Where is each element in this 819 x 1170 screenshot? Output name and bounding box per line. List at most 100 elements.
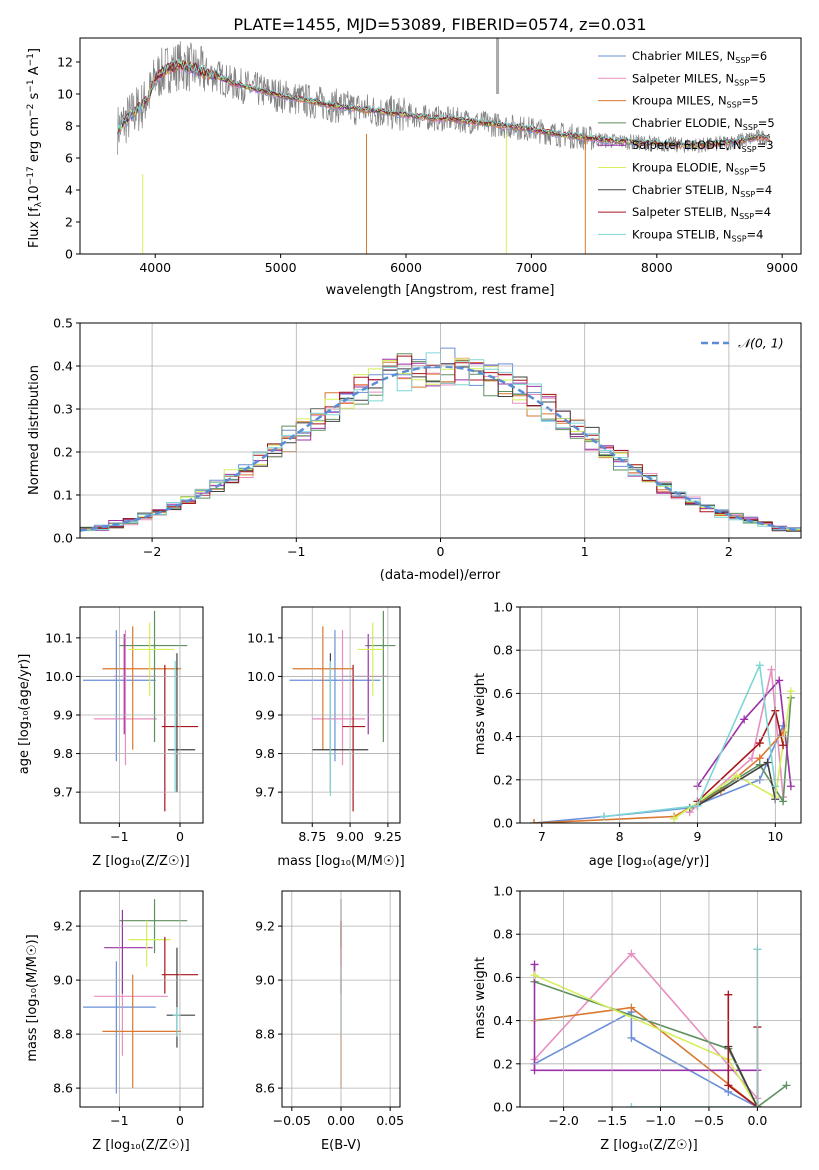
- residuals-ylabel: Normed distribution: [27, 365, 42, 495]
- errorbar-point: [93, 953, 168, 1056]
- spectrum-legend: Chabrier MILES, NSSP=6 Salpeter MILES, NS…: [598, 49, 775, 243]
- errorbar-point: [104, 909, 153, 994]
- legend-entry: Salpeter ELODIE, NSSP=3: [632, 138, 774, 154]
- weight-series-line: [533, 952, 759, 1107]
- errorbar-point: [102, 974, 182, 1089]
- errorbar-point: [102, 626, 182, 750]
- residuals-xtick-label: −2: [143, 544, 161, 559]
- weight-marker: [786, 687, 795, 696]
- weight_age-panel: 7 8 9 10 0.0 0.2 0.4 0.6 0.8 1.0: [493, 600, 802, 844]
- weight-marker: [627, 1003, 636, 1012]
- age_mass-xtick-label: 8.75: [298, 829, 326, 844]
- weight_age-xtick-label: 7: [538, 829, 546, 844]
- weight_age-ytick-label: 0.6: [493, 686, 513, 701]
- mass_ebv-ytick-label: 8.8: [255, 1027, 275, 1042]
- age_mass-ytick-label: 9.7: [255, 785, 275, 800]
- residuals-ytick-label: 0.2: [53, 445, 73, 460]
- residuals-xtick-label: 2: [725, 544, 733, 559]
- weight-marker: [530, 971, 539, 980]
- legend-entry: Salpeter MILES, NSSP=5: [632, 71, 766, 87]
- spectrum-ytick-label: 2: [65, 215, 73, 230]
- weight-marker: [763, 758, 772, 767]
- weight-marker: [779, 741, 788, 750]
- mass-z-ylabel: mass [log₁₀(M/M☉)]: [25, 934, 40, 1061]
- mass_z-ytick-label: 9.0: [53, 973, 73, 988]
- errorbar-point: [128, 622, 174, 696]
- weight_z-xtick-label: −2.0: [548, 1113, 578, 1128]
- weight-marker: [530, 960, 539, 969]
- weight-marker: [782, 1081, 791, 1090]
- weight_age-xtick-label: 10: [767, 829, 783, 844]
- mass_z-ytick-label: 9.2: [53, 919, 73, 934]
- weight-z-ylabel: mass weight: [473, 957, 488, 1039]
- residuals-xtick-label: 0: [437, 544, 445, 559]
- errorbar-point: [172, 1007, 180, 1037]
- weight-age-xlabel: age [log₁₀(age/yr)]: [589, 854, 710, 869]
- errorbar-point: [289, 630, 381, 762]
- spectrum-xtick-label: 7000: [516, 260, 548, 275]
- spectrum-xtick-label: 4000: [139, 260, 171, 275]
- errorbar-point: [342, 664, 366, 812]
- weight-series-line: [533, 964, 759, 1107]
- age_z-ytick-label: 9.9: [53, 708, 73, 723]
- legend-entry: Kroupa STELIB, NSSP=4: [632, 227, 763, 243]
- legend-entry: Chabrier STELIB, NSSP=4: [632, 183, 772, 199]
- age_mass-panel: 8.75 9.00 9.25 9.7 9.8 9.9 10.0 10.1: [247, 606, 402, 844]
- weight_age-frame: [519, 606, 802, 824]
- weight_age-ytick-label: 0.4: [493, 729, 513, 744]
- errorbar-point: [292, 626, 354, 750]
- weight-series-line: [631, 949, 759, 1107]
- age_z-ytick-label: 9.8: [53, 746, 73, 761]
- mass_ebv-ytick-label: 9.0: [255, 973, 275, 988]
- spectrum-title: PLATE=1455, MJD=53089, FIBERID=0574, z=0…: [233, 15, 646, 34]
- weight-marker: [732, 771, 741, 780]
- age-mass-xlabel: mass [log₁₀(M/M☉)]: [277, 854, 404, 869]
- spectrum-xtick-label: 6000: [390, 260, 422, 275]
- errorbar-point: [167, 653, 196, 793]
- mass_z-panel: −1 0 8.6 8.8 9.0 9.2: [53, 890, 204, 1128]
- errorbar-point: [327, 661, 335, 796]
- weight_z-ytick-label: 1.0: [493, 884, 513, 899]
- age_z-ytick-label: 10.1: [45, 630, 73, 645]
- weight-series-line: [533, 725, 784, 823]
- age_z-xtick-label: 0: [176, 829, 184, 844]
- errorbar-point: [357, 622, 384, 696]
- weight_z-ytick-label: 0.6: [493, 970, 513, 985]
- legend-entry: Chabrier MILES, NSSP=6: [632, 49, 767, 65]
- spectrum-data: [117, 38, 771, 254]
- weight_age-xtick-label: 8: [616, 829, 624, 844]
- age-z-ylabel: age [log₁₀(age/yr)]: [17, 654, 32, 775]
- legend-entry: Chabrier ELODIE, NSSP=5: [632, 116, 775, 132]
- residuals-xtick-label: −1: [287, 544, 305, 559]
- weight_z-ytick-label: 0.0: [493, 1100, 513, 1115]
- age_z-ytick-label: 10.0: [45, 669, 73, 684]
- spectrum-frame: [79, 37, 802, 255]
- weight-marker: [627, 1033, 636, 1042]
- weight-marker: [627, 949, 636, 958]
- mass-ebv-xlabel: E(B-V): [321, 1138, 361, 1153]
- spectrum-ylabel: Flux [fλ10−17 erg cm−2 s−1 A−1]: [26, 48, 44, 248]
- weight-series-line: [604, 662, 777, 818]
- weight_z-panel: −2.0 −1.5 −1.0 −0.5 0.0 0.0 0.2 0.4 0.6 0.8 1.0: [493, 884, 802, 1128]
- weight-age-ylabel: mass weight: [473, 673, 488, 755]
- weight-marker: [724, 1081, 733, 1090]
- spectrum-ytick-label: 10: [57, 87, 73, 102]
- spectrum-xtick-label: 8000: [641, 260, 673, 275]
- weight-series-line: [689, 669, 784, 813]
- weight_age-xtick-label: 9: [693, 829, 701, 844]
- mass_z-data: [83, 899, 199, 1094]
- spectrum-panel: 4000 5000 6000 7000 8000 9000 0 2 4 6 8 10 12 Chabrie…: [57, 37, 802, 275]
- mass_z-xtick-label: 0: [176, 1113, 184, 1128]
- legend-entry: 𝒩(0, 1): [738, 336, 784, 351]
- spectrum-ytick-label: 0: [65, 247, 73, 262]
- errorbar-point: [128, 920, 171, 967]
- weight-marker: [755, 739, 764, 748]
- errorbar-point: [312, 630, 366, 766]
- spectrum-ytick-label: 6: [65, 151, 73, 166]
- age_mass-xtick-label: 9.25: [374, 829, 402, 844]
- weight-marker: [775, 676, 784, 685]
- model-spectrum-line: [117, 58, 771, 146]
- mass_z-xtick-label: −1: [110, 1113, 128, 1128]
- spectrum-ytick-label: 4: [65, 183, 73, 198]
